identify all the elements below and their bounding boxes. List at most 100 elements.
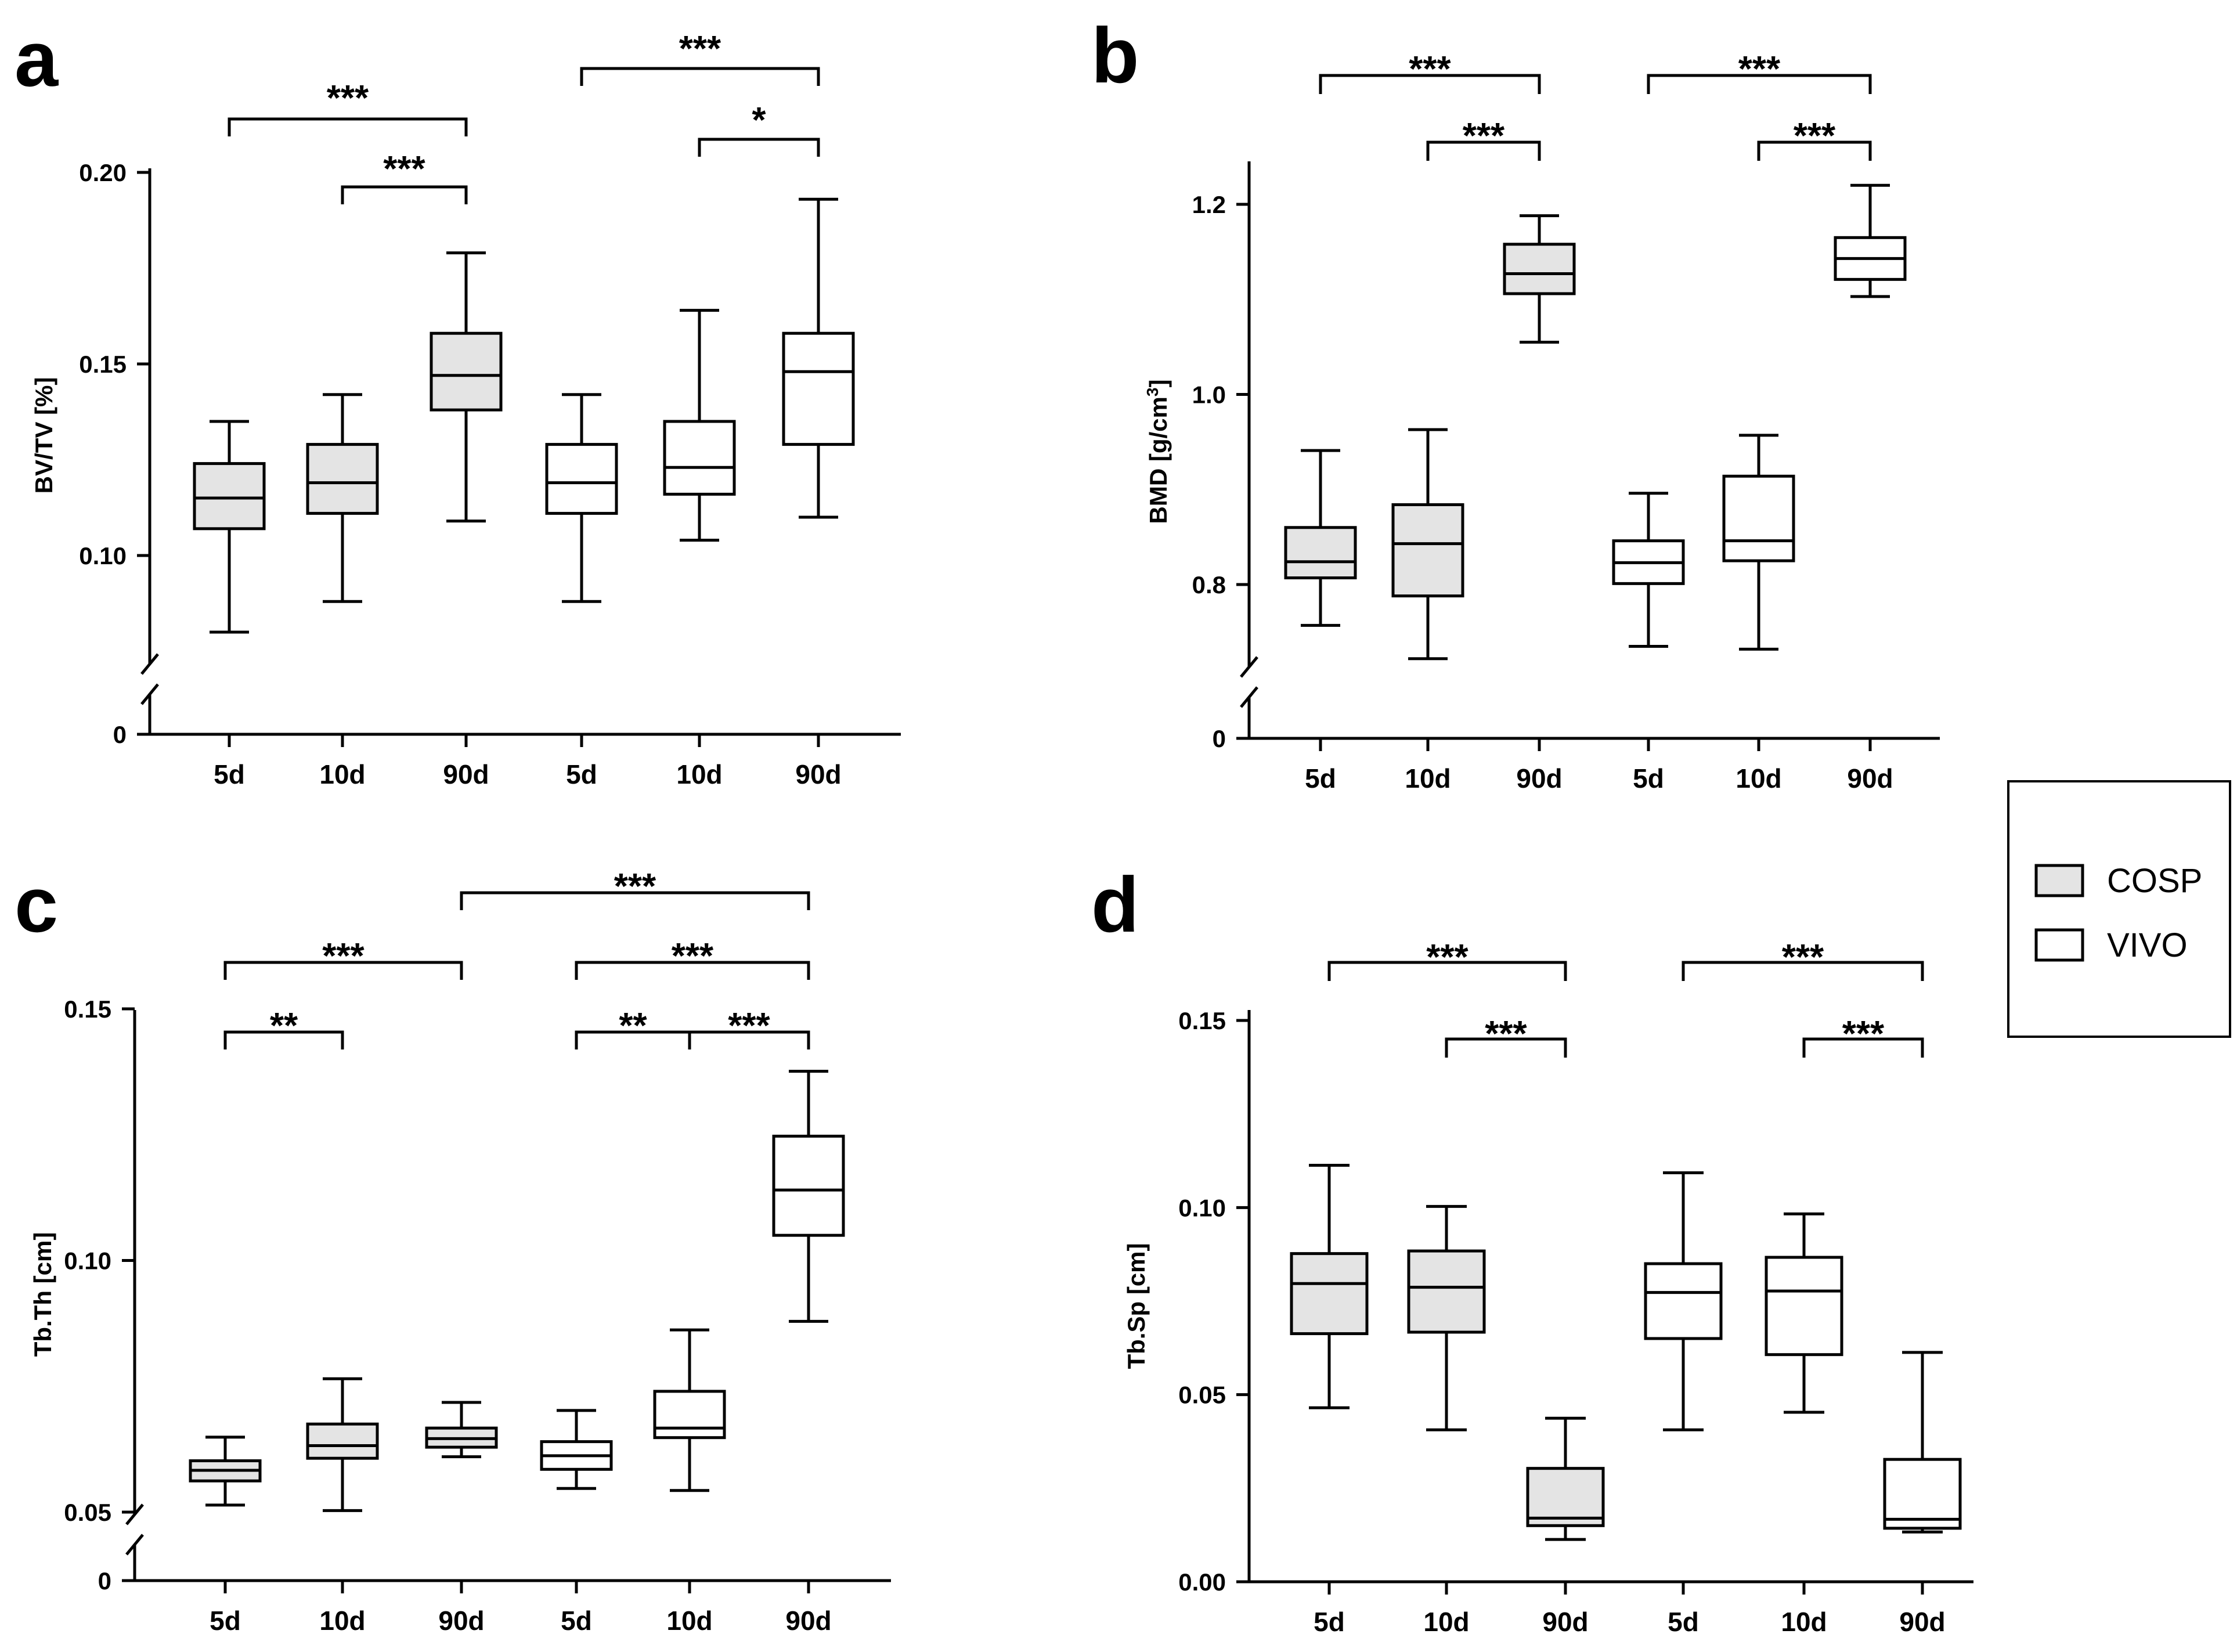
panel-b-y-axis-title: BMD [g/cm3] — [1143, 380, 1172, 524]
panel-a: a 0 0.10 0.15 0.20 BV/TV [%] 5d 10d 90d 5d 10d 90d… — [15, 15, 901, 789]
panel-a-y-tick-label-2: 0.20 — [79, 159, 127, 186]
panel-b-y-tick-label-1: 1.0 — [1192, 381, 1226, 409]
panel-d-box-2 — [1526, 1416, 1605, 1541]
panel-c-box-1-iqr — [306, 1422, 379, 1460]
panel-b-axis-break-mark-upper — [1240, 656, 1258, 678]
panel-c-sig-label-2: *** — [614, 867, 656, 907]
panel-b: b 0 0.8 1.0 1.2 BMD [g/cm3] 5d 10d 90d 5d 10d 90d *… — [1091, 12, 1940, 793]
panel-d-box-0 — [1290, 1163, 1369, 1409]
panel-a-x-tick-label-1: 10d — [319, 759, 365, 789]
panel-c-sig-bracket-5 — [688, 1030, 810, 1049]
panel-b-box-4 — [1722, 434, 1795, 651]
panel-b-box-4-iqr — [1722, 474, 1795, 562]
panel-a-sig-label-1: *** — [383, 149, 425, 189]
panel-b-y-axis-title-superscript: 3 — [1143, 388, 1161, 397]
panel-b-sig-label-0: *** — [1409, 49, 1451, 89]
panel-b-sig-bracket-2 — [1647, 74, 1872, 94]
panel-d-sig-label-2: *** — [1782, 937, 1824, 978]
panel-d-box-1 — [1407, 1204, 1486, 1431]
legend-cosp-label: COSP — [2107, 862, 2202, 900]
panel-b-x-tick-label-4: 10d — [1736, 763, 1781, 793]
panel-d-letter: d — [1091, 861, 1139, 948]
panel-d-box-2-iqr — [1526, 1467, 1605, 1527]
panel-c-sig-bracket-1 — [223, 961, 463, 980]
panel-d-y-axis-title: Tb.Sp [cm] — [1123, 1243, 1150, 1369]
panel-c-x-tick-label-1: 10d — [319, 1606, 365, 1636]
panel-c-x-tick-label-4: 10d — [666, 1606, 712, 1636]
panel-b-box-1 — [1391, 428, 1464, 661]
panel-c: c 0 0.05 0.10 0.15 Tb.Th [cm] 5d 10d 90d 5d 10d 90… — [15, 861, 891, 1636]
panel-c-x-tick-label-5: 90d — [785, 1606, 831, 1636]
panel-c-y-tick-label-zero: 0 — [98, 1567, 111, 1595]
panel-a-x-tick-label-3: 5d — [566, 759, 597, 789]
panel-b-sig-label-1: *** — [1463, 116, 1505, 156]
panel-b-x-tick-label-1: 10d — [1405, 763, 1451, 793]
panel-b-box-5 — [1834, 183, 1907, 298]
legend-vivo-label: VIVO — [2107, 926, 2188, 964]
panel-b-box-0-iqr — [1284, 526, 1357, 580]
panel-a-letter: a — [15, 15, 59, 103]
panel-d-box-0-iqr — [1290, 1252, 1369, 1336]
panel-d-box-5 — [1883, 1351, 1962, 1534]
panel-d-x-tick-label-1: 10d — [1423, 1607, 1469, 1637]
panel-c-y-axis-title: Tb.Th [cm] — [29, 1232, 56, 1357]
panel-a-sig-bracket-3 — [698, 138, 820, 157]
panel-d-x-tick-label-3: 5d — [1668, 1607, 1699, 1637]
panel-b-sig-label-2: *** — [1738, 49, 1781, 89]
panel-a-box-3 — [545, 393, 618, 603]
panel-c-y-tick-label-0: 0.05 — [64, 1499, 111, 1526]
panel-d-sig-label-1: *** — [1485, 1014, 1527, 1054]
panel-c-x-tick-label-2: 90d — [438, 1606, 484, 1636]
panel-c-box-4-iqr — [653, 1390, 726, 1440]
panel-b-x-tick-label-0: 5d — [1305, 763, 1336, 793]
panel-a-sig-label-2: *** — [679, 29, 721, 69]
panel-d-x-tick-label-5: 90d — [1899, 1607, 1945, 1637]
panel-d-sig-bracket-3 — [1802, 1037, 1924, 1058]
panel-c-box-3 — [540, 1409, 613, 1490]
panel-b-y-tick-label-2: 1.2 — [1192, 191, 1226, 218]
legend-cosp-swatch — [2034, 864, 2084, 897]
panel-b-sig-bracket-0 — [1319, 74, 1541, 94]
panel-b-sig-bracket-1 — [1426, 140, 1541, 161]
panel-a-box-5 — [782, 197, 855, 519]
panel-b-letter: b — [1091, 12, 1139, 99]
panel-a-box-4-iqr — [663, 420, 736, 496]
panel-c-sig-label-1: *** — [322, 936, 365, 976]
panel-b-sig-bracket-3 — [1757, 140, 1872, 161]
panel-a-sig-bracket-2 — [580, 67, 820, 86]
panel-c-sig-bracket-3 — [575, 961, 810, 980]
panel-d-box-1-iqr — [1407, 1249, 1486, 1334]
panel-c-y-tick-label-1: 0.10 — [64, 1247, 111, 1275]
panel-b-x-tick-label-5: 90d — [1847, 763, 1893, 793]
panel-d-y-tick-label-0: 0.00 — [1178, 1568, 1226, 1596]
panel-b-box-1-iqr — [1391, 503, 1464, 598]
panel-d-x-tick-label-0: 5d — [1314, 1607, 1345, 1637]
panel-b-axis-break-mark-lower — [1240, 686, 1258, 708]
panel-b-x-tick-label-3: 5d — [1633, 763, 1664, 793]
panel-d: d 0.00 0.05 0.10 0.15 Tb.Sp [cm] 5d 10d 90d 5d 10… — [1091, 861, 1973, 1637]
panel-a-y-tick-label-0: 0.10 — [79, 542, 127, 569]
panel-b-sig-label-3: *** — [1794, 116, 1836, 156]
panel-a-sig-label-0: *** — [327, 78, 369, 118]
panel-a-y-tick-label-zero: 0 — [113, 721, 127, 748]
panel-c-sig-label-5: *** — [728, 1006, 770, 1046]
panel-d-box-4 — [1765, 1212, 1843, 1414]
panel-c-sig-label-4: ** — [619, 1006, 647, 1046]
panel-c-box-5 — [772, 1070, 845, 1323]
panel-c-x-tick-label-0: 5d — [210, 1606, 241, 1636]
panel-a-y-axis-title: BV/TV [%] — [30, 377, 57, 494]
panel-a-sig-label-3: * — [752, 100, 766, 140]
panel-a-box-2-iqr — [430, 331, 503, 412]
panel-c-sig-bracket-2 — [460, 891, 810, 910]
panel-d-box-5-iqr — [1883, 1458, 1962, 1530]
panel-a-x-tick-label-4: 10d — [676, 759, 722, 789]
panel-c-letter: c — [15, 861, 58, 948]
panel-a-sig-bracket-0 — [228, 117, 468, 136]
legend-vivo-swatch — [2034, 928, 2084, 962]
panel-a-y-tick-label-1: 0.15 — [79, 351, 127, 378]
panel-b-x-tick-label-2: 90d — [1516, 763, 1562, 793]
panel-b-y-tick-label-0: 0.8 — [1192, 571, 1226, 598]
legend: COSP VIVO — [2007, 780, 2231, 1038]
panel-d-sig-bracket-2 — [1682, 961, 1924, 981]
